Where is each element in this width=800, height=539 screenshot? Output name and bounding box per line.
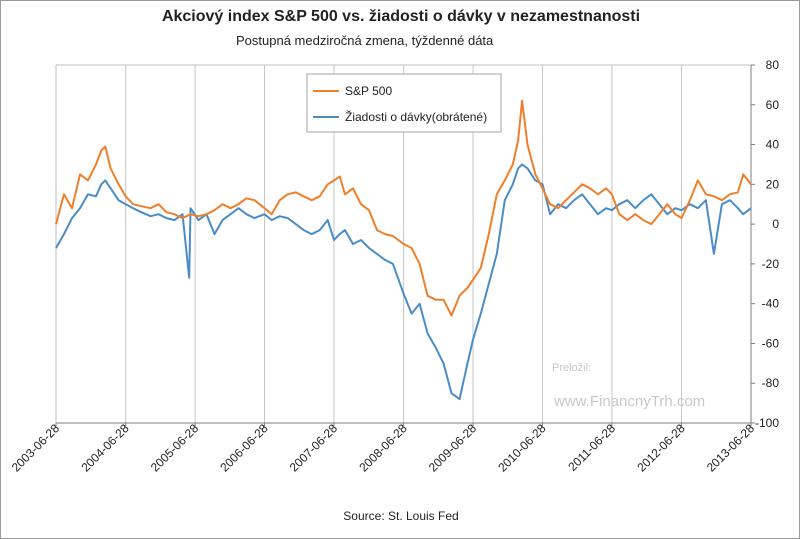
y-tick-label: -60 [762,336,780,350]
legend-box [306,73,502,133]
x-axis-ticks: 2003-06-28 2004-06-28 2005-06-28 2006-06-28… [9,421,758,475]
x-tick-label: 2008-06-28 [356,421,410,475]
x-tick-label: 2005-06-28 [148,421,202,475]
chart-title: Akciový index S&P 500 vs. žiadosti o dáv… [161,8,641,25]
legend-label-claims: Žiadosti o dávky(obrátené) [345,109,487,124]
chart-source: Source: St. Louis Fed [343,509,459,523]
y-tick-label: -80 [762,376,780,390]
x-tick-label: 2010-06-28 [495,421,549,475]
line-chart: 80 60 40 20 0 -20 -40 -60 -80 -100 2003-06-28 2004… [9,58,780,475]
y-tick-label: 20 [766,177,780,191]
x-tick-label: 2012-06-28 [634,421,688,475]
watermark-label: Preložil: [552,362,591,374]
series-lines [55,99,752,401]
y-tick-label: 60 [766,98,780,112]
watermark-site: www.FinancnyTrh.com [553,393,705,410]
y-axis-ticks: 80 60 40 20 0 -20 -40 -60 -80 -100 [751,58,779,430]
x-tick-label: 2011-06-28 [565,421,618,474]
x-tick-label: 2013-06-28 [704,421,758,475]
series-line-claims [55,163,752,401]
series-line-sp500 [55,99,752,317]
x-tick-label: 2006-06-28 [217,421,271,475]
y-tick-label: -40 [762,297,780,311]
y-tick-label: -20 [762,257,780,271]
legend: S&P 500 Žiadosti o dávky(obrátené) [306,73,502,133]
y-tick-label: -100 [755,416,779,430]
y-tick-label: 80 [766,58,780,72]
chart-subtitle: Postupná medziročná zmena, týždenné dáta [236,33,494,48]
y-tick-label: 40 [766,138,780,152]
x-tick-label: 2007-06-28 [287,421,341,475]
y-tick-label: 0 [772,217,779,231]
x-tick-label: 2009-06-28 [426,421,480,475]
x-tick-label: 2003-06-28 [9,421,63,475]
x-tick-label: 2004-06-28 [78,421,132,475]
legend-label-sp500: S&P 500 [345,84,392,98]
